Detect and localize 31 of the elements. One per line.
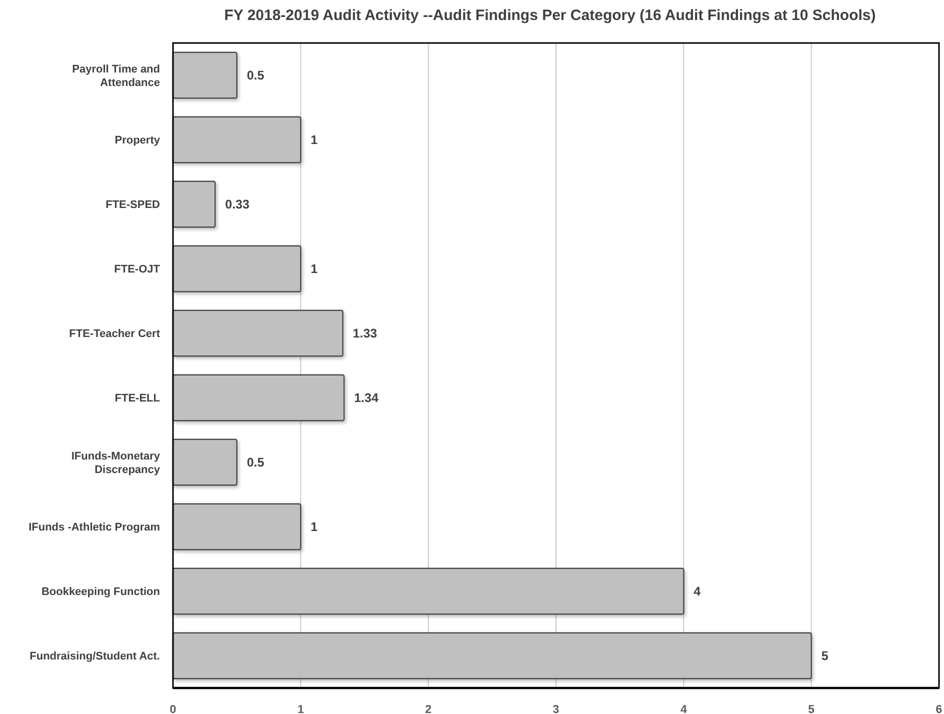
- data-label: 0.5: [246, 456, 264, 470]
- bar: [172, 438, 238, 486]
- data-label: 4: [694, 584, 701, 599]
- y-tick-label: FTE-ELL: [114, 392, 160, 405]
- x-tick-label: 6: [936, 704, 942, 714]
- x-tick-label: 4: [680, 704, 688, 714]
- x-tick-label: 5: [808, 704, 816, 714]
- data-label: 0.33: [225, 198, 250, 212]
- y-tick-label: Fundraising/Student Act.: [30, 650, 160, 663]
- y-tick-label: FTE-SPED: [106, 199, 160, 212]
- data-label: 1: [310, 520, 318, 534]
- data-label: 0.5: [246, 68, 264, 83]
- y-tick-label: IFunds -Athletic Program: [28, 522, 160, 534]
- y-tick-label: Bookkeeping Function: [41, 586, 160, 598]
- x-tick-label: 3: [552, 704, 560, 714]
- y-tick-label: Property: [114, 134, 161, 147]
- x-tick-label: 2: [425, 704, 432, 714]
- data-label: 1: [310, 262, 318, 276]
- y-tick-label: Payroll Time and Attendance: [72, 63, 160, 89]
- data-label: 1.33: [352, 326, 378, 341]
- y-tick-label: IFunds-Monetary Discrepancy: [71, 450, 161, 476]
- data-label: 5: [821, 649, 828, 664]
- x-tick-label: 1: [297, 704, 304, 714]
- x-tick-label: 0: [170, 704, 176, 714]
- bar: [172, 180, 216, 228]
- y-tick-label: FTE-Teacher Cert: [69, 328, 160, 340]
- y-tick-label: FTE-OJT: [114, 264, 160, 276]
- chart-title: FY 2018-2019 Audit Activity --Audit Findings Per Category (16 Audit Findings at 10 Schools): [224, 7, 876, 24]
- data-label: 1: [310, 133, 318, 148]
- data-label: 1.34: [354, 391, 378, 406]
- bar: [172, 52, 238, 99]
